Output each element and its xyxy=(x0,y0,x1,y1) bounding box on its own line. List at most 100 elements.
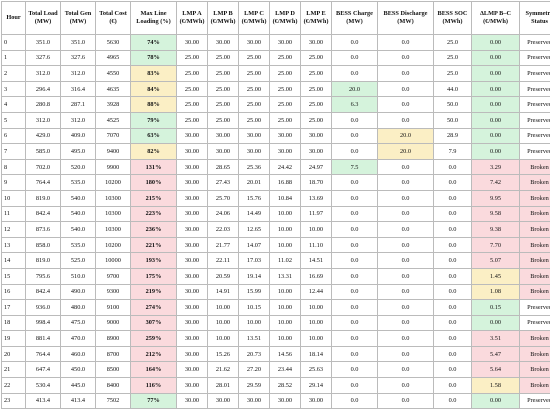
table-cell: 312.0 xyxy=(26,66,61,82)
table-cell: 795.6 xyxy=(26,268,61,284)
table-cell: 0.0 xyxy=(332,315,378,331)
table-cell: 20.01 xyxy=(239,175,270,191)
table-cell: 212% xyxy=(131,346,177,362)
table-cell: 30.00 xyxy=(177,175,208,191)
table-cell: 8500 xyxy=(96,362,131,378)
table-cell: 9400 xyxy=(96,144,131,160)
table-cell: 223% xyxy=(131,206,177,222)
table-cell: 0.0 xyxy=(434,190,472,206)
table-cell: 10000 xyxy=(96,253,131,269)
table-cell: 0.0 xyxy=(332,66,378,82)
table-cell: 10300 xyxy=(96,190,131,206)
table-cell: 0.0 xyxy=(332,284,378,300)
table-cell: 0.0 xyxy=(332,222,378,238)
table-cell: Broken xyxy=(520,284,550,300)
table-cell: 0.0 xyxy=(434,362,472,378)
table-cell: 25.0 xyxy=(434,66,472,82)
table-cell: 30.00 xyxy=(177,237,208,253)
table-cell: 8 xyxy=(2,159,26,175)
table-cell: 0.0 xyxy=(434,300,472,316)
table-cell: 0.0 xyxy=(378,268,434,284)
table-cell: 647.4 xyxy=(26,362,61,378)
table-cell: 13.31 xyxy=(270,268,301,284)
table-cell: Preserved xyxy=(520,97,550,113)
table-cell: 21 xyxy=(2,362,26,378)
table-cell: 25.00 xyxy=(270,112,301,128)
table-cell: 25.00 xyxy=(208,66,239,82)
table-cell: 9300 xyxy=(96,284,131,300)
table-cell: 15.99 xyxy=(239,284,270,300)
table-cell: 0.0 xyxy=(434,206,472,222)
table-cell: 20.0 xyxy=(332,81,378,97)
table-cell: 9.95 xyxy=(472,190,520,206)
table-cell: 10.00 xyxy=(239,315,270,331)
table-cell: 3.29 xyxy=(472,159,520,175)
table-cell: 25.00 xyxy=(177,112,208,128)
table-cell: 0.0 xyxy=(332,331,378,347)
table-cell: 0.0 xyxy=(434,159,472,175)
table-cell: 30.00 xyxy=(177,362,208,378)
table-cell: 998.4 xyxy=(26,315,61,331)
table-cell: 10.00 xyxy=(301,315,332,331)
table-cell: 764.4 xyxy=(26,346,61,362)
table-cell: 0.0 xyxy=(332,362,378,378)
table-cell: 307% xyxy=(131,315,177,331)
table-cell: 88% xyxy=(131,97,177,113)
table-cell: 520.0 xyxy=(61,159,96,175)
table-cell: 429.0 xyxy=(26,128,61,144)
table-cell: 0.0 xyxy=(378,284,434,300)
table-cell: 0.0 xyxy=(332,346,378,362)
table-cell: 19.14 xyxy=(239,268,270,284)
table-cell: 0.0 xyxy=(378,97,434,113)
table-cell: 10200 xyxy=(96,175,131,191)
table-cell: 0.0 xyxy=(378,346,434,362)
table-cell: 10.00 xyxy=(270,206,301,222)
table-cell: 3928 xyxy=(96,97,131,113)
table-cell: Preserved xyxy=(520,81,550,97)
table-cell: 7 xyxy=(2,144,26,160)
table-cell: 881.4 xyxy=(26,331,61,347)
table-cell: 5.47 xyxy=(472,346,520,362)
table-cell: 0.0 xyxy=(332,378,378,394)
table-cell: 10 xyxy=(2,190,26,206)
table-cell: 25.00 xyxy=(270,81,301,97)
table-cell: Broken xyxy=(520,253,550,269)
table-cell: 0.0 xyxy=(332,175,378,191)
table-cell: Broken xyxy=(520,159,550,175)
table-cell: 25.00 xyxy=(239,97,270,113)
table-cell: 936.0 xyxy=(26,300,61,316)
table-cell: 82% xyxy=(131,144,177,160)
table-cell: 510.0 xyxy=(61,268,96,284)
table-cell: 77% xyxy=(131,393,177,409)
table-cell: 23.44 xyxy=(270,362,301,378)
table-cell: 116% xyxy=(131,378,177,394)
table-cell: 5.64 xyxy=(472,362,520,378)
table-cell: 25.00 xyxy=(208,81,239,97)
table-cell: 30.00 xyxy=(177,35,208,51)
table-cell: 1 xyxy=(2,50,26,66)
table-cell: 10.00 xyxy=(270,284,301,300)
table-cell: Preserved xyxy=(520,66,550,82)
table-cell: 25.00 xyxy=(301,50,332,66)
table-cell: 30.00 xyxy=(208,35,239,51)
table-cell: 19 xyxy=(2,331,26,347)
table-cell: 0.0 xyxy=(378,237,434,253)
table-cell: 9000 xyxy=(96,315,131,331)
table-cell: 0.0 xyxy=(378,300,434,316)
table-cell: 28.01 xyxy=(208,378,239,394)
table-cell: 5630 xyxy=(96,35,131,51)
table-cell: 13.51 xyxy=(239,331,270,347)
table-cell: 858.0 xyxy=(26,237,61,253)
table-cell: 24.06 xyxy=(208,206,239,222)
column-header: Total Gen (MW) xyxy=(61,2,96,35)
table-cell: 475.0 xyxy=(61,315,96,331)
table-cell: 7.70 xyxy=(472,237,520,253)
table-cell: 10.00 xyxy=(270,331,301,347)
